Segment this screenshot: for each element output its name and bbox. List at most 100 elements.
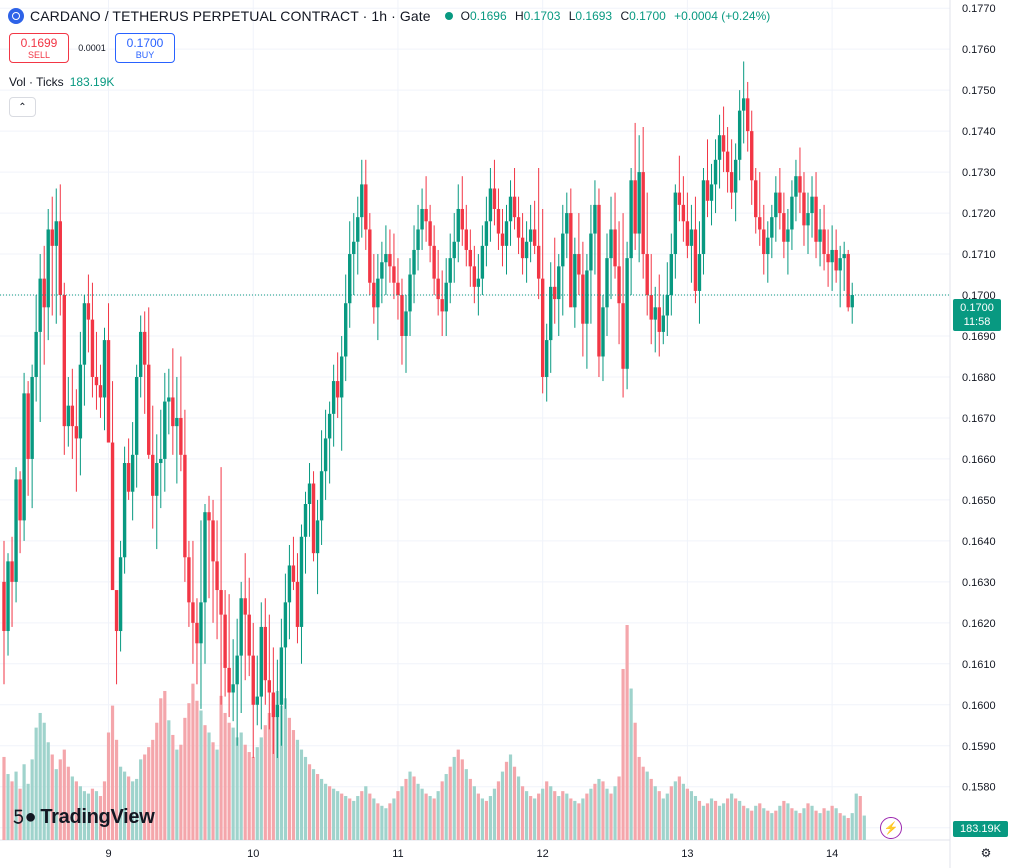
candle [54, 188, 58, 324]
candle-body [388, 254, 392, 267]
candle [303, 491, 308, 574]
candle [299, 524, 304, 664]
candle [625, 241, 629, 390]
volume-bar [709, 798, 714, 840]
volume-bar [243, 744, 247, 840]
candle-body [721, 135, 726, 152]
volume-bar [533, 798, 537, 840]
volume-bar [30, 759, 34, 840]
volume-bar [577, 803, 581, 840]
candle-body [372, 282, 376, 308]
volume-bar [22, 764, 26, 840]
candle-body [191, 602, 195, 623]
volume-bar [569, 798, 573, 840]
volume-bar [673, 781, 677, 840]
candle-body [400, 295, 404, 336]
volume-bar [328, 786, 332, 840]
candle [790, 180, 794, 250]
candle-body [448, 258, 452, 283]
candle [500, 208, 505, 267]
sell-label: SELL [27, 49, 51, 60]
candle-body [754, 180, 758, 218]
volume-legend[interactable]: Vol · Ticks 183.19K [9, 75, 114, 89]
candle-body [86, 303, 91, 320]
price-tick-label: 0.1610 [962, 659, 996, 671]
volume-bar [50, 754, 54, 840]
candle-body [653, 307, 657, 320]
volume-bar [151, 739, 155, 840]
candle [143, 311, 147, 414]
candle [750, 110, 754, 205]
candle [617, 221, 621, 345]
candle-body [46, 229, 50, 308]
candle-body [540, 278, 545, 377]
bar-countdown: 11:58 [963, 316, 991, 328]
volume-bar [593, 783, 597, 840]
volume-bar [496, 781, 501, 840]
volume-bar [207, 732, 211, 840]
candle-body [58, 221, 62, 296]
candle-body [609, 229, 613, 259]
time-tick-label: 13 [681, 848, 693, 860]
volume-bar [231, 727, 235, 840]
symbol-title[interactable]: CARDANO / TETHERUS PERPETUAL CONTRACT · … [30, 8, 431, 24]
volume-bar [255, 747, 259, 840]
chart-header: CARDANO / TETHERUS PERPETUAL CONTRACT · … [8, 8, 775, 24]
volume-bar [492, 788, 497, 840]
candle-body [319, 471, 324, 521]
volume-bar [2, 756, 6, 840]
candle [645, 192, 649, 316]
gear-icon[interactable]: ⚙ [980, 846, 992, 860]
volume-bar [6, 774, 10, 840]
candle-body [810, 196, 814, 214]
volume-bar [621, 668, 625, 840]
candle-body [729, 172, 734, 193]
candle [420, 188, 424, 250]
candle-body [179, 417, 183, 455]
volume-bar [545, 781, 549, 840]
volume-bar [786, 803, 790, 840]
candle-body [846, 254, 850, 308]
candle-body [199, 602, 203, 644]
volume-bar [295, 739, 300, 840]
tradingview-logo[interactable]: 𝟻● TradingView [12, 806, 155, 829]
candle [279, 618, 284, 746]
volume-bar [54, 769, 58, 840]
volume-bar [86, 793, 91, 840]
volume-bar [360, 791, 364, 840]
candle-body [645, 254, 649, 296]
volume-bar [187, 703, 191, 840]
price-tick-label: 0.1750 [962, 85, 996, 97]
candle-body [472, 266, 477, 287]
spread-value: 0.0001 [78, 43, 106, 53]
volume-bar [183, 717, 187, 840]
sell-button[interactable]: 0.1699 SELL [9, 33, 69, 63]
candle [709, 163, 714, 226]
candle-body [364, 184, 368, 230]
lightning-icon[interactable]: ⚡ [880, 817, 902, 839]
candle [565, 192, 569, 259]
candle-body [444, 282, 448, 312]
candle [532, 200, 537, 255]
volume-bar [271, 700, 275, 840]
buy-button[interactable]: 0.1700 BUY [115, 33, 175, 63]
candle [641, 127, 645, 279]
volume-bar [70, 776, 74, 840]
volume-bar [516, 776, 521, 840]
candle [549, 262, 553, 373]
volume-bar [376, 803, 380, 840]
candle [118, 540, 123, 652]
candle [126, 438, 131, 500]
volume-bar [46, 742, 50, 840]
volume-bar [66, 766, 70, 840]
candle-body [243, 598, 247, 615]
candle [637, 135, 641, 263]
candle [183, 409, 187, 582]
candle [725, 127, 730, 193]
collapse-legend-button[interactable]: ⌃ [9, 97, 36, 117]
candle-body [669, 254, 674, 296]
current-price-label: 0.1700 11:58 [953, 299, 1001, 331]
volume-bar [525, 791, 529, 840]
volume-bar [227, 722, 231, 840]
